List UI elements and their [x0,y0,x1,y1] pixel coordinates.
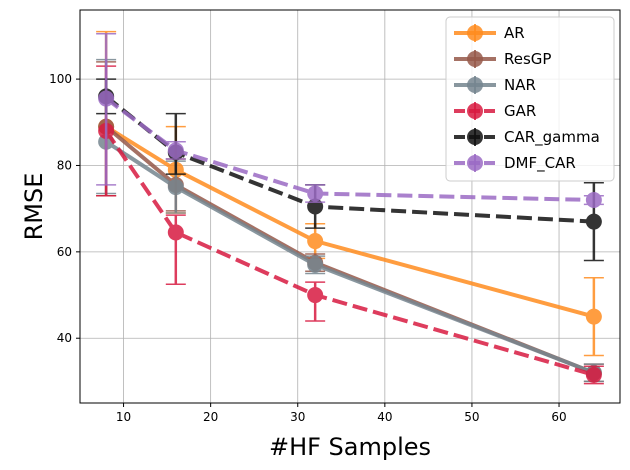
x-tick-label: 10 [116,410,131,424]
data-point [167,224,184,241]
legend: AR ResGP NAR GAR CAR_gamma DMF_CAR [445,16,615,182]
tick-marks: 10 20 30 40 50 60 40 60 80 100 [49,72,567,424]
y-tick-label: 80 [57,158,72,172]
data-point [307,287,324,304]
data-point [307,256,324,273]
legend-marker [467,25,483,41]
series-DMF_CAR [96,33,604,209]
data-point [585,213,602,230]
data-point [167,179,184,196]
data-point [585,308,602,325]
x-tick-label: 30 [290,410,305,424]
legend-marker [467,103,483,119]
data-point [167,142,184,159]
legend-label: DMF_CAR [504,154,576,173]
y-tick-label: 60 [57,245,72,259]
data-point [585,366,602,383]
data-point [98,90,115,107]
legend-marker [467,155,483,171]
x-tick-label: 50 [464,410,479,424]
plot-frame [79,9,621,404]
legend-marker [467,51,483,67]
data-point [585,192,602,209]
x-tick-label: 60 [551,410,566,424]
x-tick-label: 40 [377,410,392,424]
legend-marker [467,77,483,93]
series-line [104,96,594,202]
data-point [307,185,324,202]
legend-label: CAR_gamma [504,128,600,147]
data-point [307,233,324,250]
legend-marker [467,129,483,145]
legend-label: ResGP [504,50,551,68]
x-tick-label: 20 [203,410,218,424]
y-axis-label: RMSE [20,173,48,241]
series-area [96,30,604,385]
legend-label: AR [504,24,525,42]
y-tick-label: 100 [49,72,72,86]
series-line [104,129,595,377]
x-axis-label: #HF Samples [269,433,431,461]
legend-label: NAR [504,76,536,94]
legend-label: GAR [504,102,536,120]
y-tick-label: 40 [57,331,72,345]
series-line [105,140,595,375]
series-line [105,124,595,319]
